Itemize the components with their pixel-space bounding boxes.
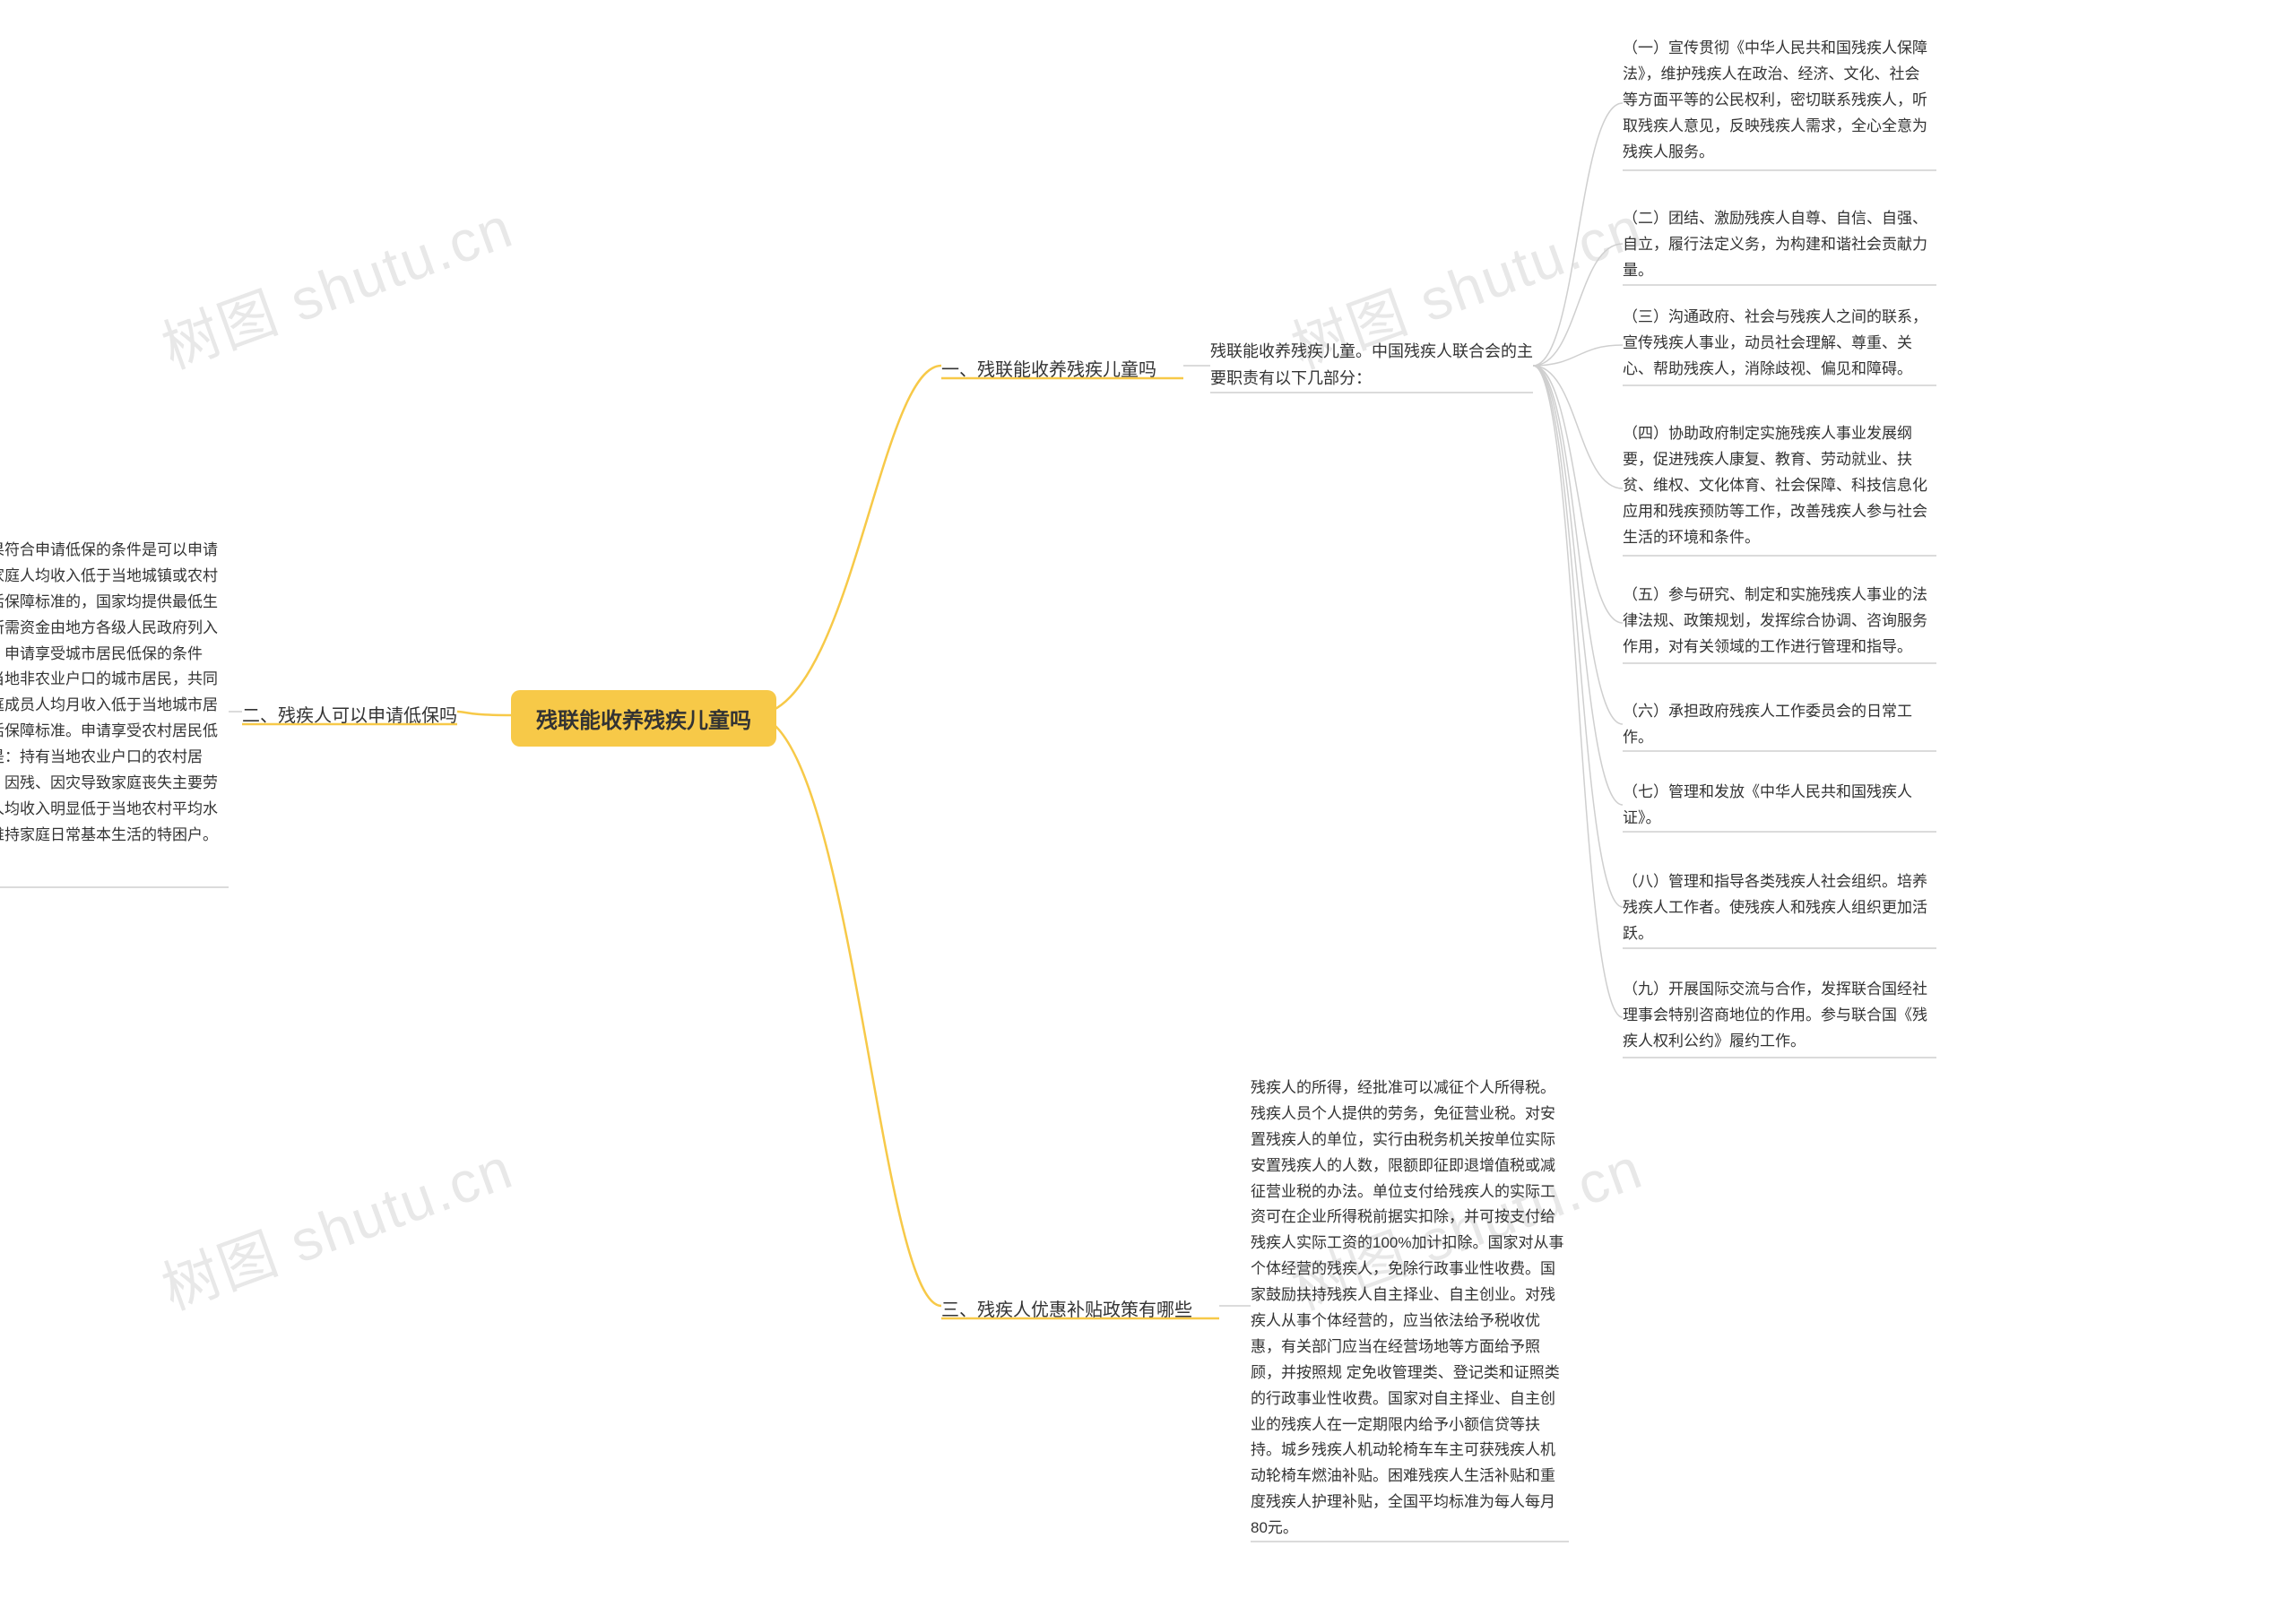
branch-2[interactable]: 二、残疾人可以申请低保吗 [242,701,457,732]
branch-3-leaf[interactable]: 残疾人的所得，经批准可以减征个人所得税。残疾人员个人提供的劳务，免征营业税。对安… [1251,1075,1569,1542]
branch-1-leaf[interactable]: （六）承担政府残疾人工作委员会的日常工作。 [1623,699,1927,751]
branch-1-leaf[interactable]: （二）团结、激励残疾人自尊、自信、自强、自立，履行法定义务，为构建和谐社会贡献力… [1623,206,1927,284]
branch-1-leaf[interactable]: （四）协助政府制定实施残疾人事业发展纲要，促进残疾人康复、教育、劳动就业、扶贫、… [1623,421,1927,550]
branch-1-leaf[interactable]: （一）宣传贯彻《中华人民共和国残疾人保障法》，维护残疾人在政治、经济、文化、社会… [1623,36,1927,165]
branch-1-leaf[interactable]: （八）管理和指导各类残疾人社会组织。培养残疾人工作者。使残疾人和残疾人组织更加活… [1623,869,1927,947]
branch-2-leaf[interactable]: 残疾人如果符合申请低保的条件是可以申请的。对于家庭人均收入低于当地城镇或农村的最… [0,538,229,849]
branch-1-leaf[interactable]: （五）参与研究、制定和实施残疾人事业的法律法规、政策规划，发挥综合协调、咨询服务… [1623,583,1927,661]
center-topic[interactable]: 残联能收养残疾儿童吗 [511,690,776,747]
branch-1-leaf[interactable]: （三）沟通政府、社会与残疾人之间的联系，宣传残疾人事业，动员社会理解、尊重、关心… [1623,305,1927,383]
center-topic-label: 残联能收养残疾儿童吗 [536,709,751,733]
branch-3[interactable]: 三、残疾人优惠补贴政策有哪些 [941,1295,1192,1326]
branch-1-leaf[interactable]: （七）管理和发放《中华人民共和国残疾人证》。 [1623,780,1927,832]
branch-1-leaf[interactable]: （九）开展国际交流与合作，发挥联合国经社理事会特别咨商地位的作用。参与联合国《残… [1623,977,1927,1055]
connector-layer [0,0,2295,1624]
branch-1-sub[interactable]: 残联能收养残疾儿童。中国残疾人联合会的主要职责有以下几部分： [1210,339,1533,392]
branch-1[interactable]: 一、残联能收养残疾儿童吗 [941,355,1156,386]
